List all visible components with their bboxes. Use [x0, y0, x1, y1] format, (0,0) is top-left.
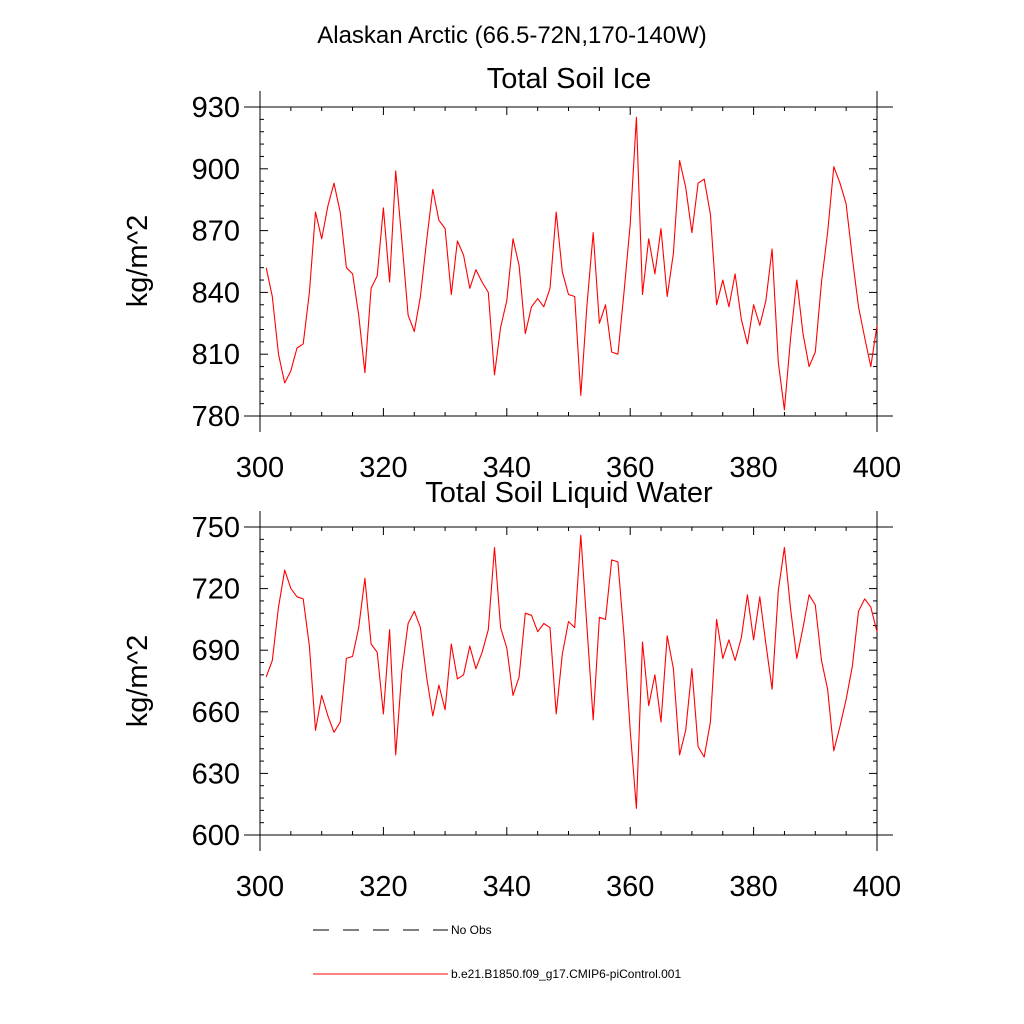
x-tick-label: 380	[729, 452, 777, 484]
x-tick-label: 340	[483, 871, 531, 903]
y-tick-label: 600	[192, 820, 240, 852]
y-tick-label: 930	[192, 92, 240, 124]
x-tick-label: 380	[729, 871, 777, 903]
panel-total-soil-liquid-water: Total Soil Liquid Water kg/m^2 600 630 660…	[122, 477, 901, 903]
y-tick-label: 660	[192, 697, 240, 729]
x-tick-label: 400	[853, 871, 901, 903]
y-tick-label: 780	[192, 401, 240, 433]
y-tick-label: 690	[192, 635, 240, 667]
y-tick-label: 840	[192, 277, 240, 309]
panel-title: Total Soil Ice	[487, 63, 651, 95]
panel-total-soil-ice: Total Soil Ice kg/m^2 780 810 840 870 900 930…	[122, 63, 901, 484]
y-axis-label: kg/m^2	[122, 215, 154, 308]
y-tick-label: 900	[192, 154, 240, 186]
legend-label: b.e21.B1850.f09_g17.CMIP6-piControl.001	[451, 967, 681, 981]
series-line	[265, 534, 878, 809]
x-tick-label: 360	[606, 871, 654, 903]
figure-title: Alaskan Arctic (66.5-72N,170-140W)	[317, 22, 707, 49]
y-tick-label: 810	[192, 339, 240, 371]
legend-label: No Obs	[451, 923, 492, 937]
y-tick-label: 750	[192, 512, 240, 544]
y-axis-label: kg/m^2	[122, 635, 154, 728]
legend: No Obs b.e21.B1850.f09_g17.CMIP6-piContr…	[313, 923, 681, 981]
x-tick-label: 340	[483, 452, 531, 484]
x-tick-label: 320	[359, 871, 407, 903]
x-tick-label: 360	[606, 452, 654, 484]
y-tick-label: 630	[192, 758, 240, 790]
legend-item-no-obs: No Obs	[313, 923, 492, 937]
x-tick-label: 320	[359, 452, 407, 484]
x-tick-label: 300	[236, 871, 284, 903]
series-line	[265, 116, 878, 411]
legend-item-model-run: b.e21.B1850.f09_g17.CMIP6-piControl.001	[313, 967, 681, 981]
x-tick-label: 300	[236, 452, 284, 484]
panel-title: Total Soil Liquid Water	[425, 477, 713, 509]
y-tick-label: 720	[192, 574, 240, 606]
x-tick-label: 400	[853, 452, 901, 484]
y-tick-label: 870	[192, 216, 240, 248]
